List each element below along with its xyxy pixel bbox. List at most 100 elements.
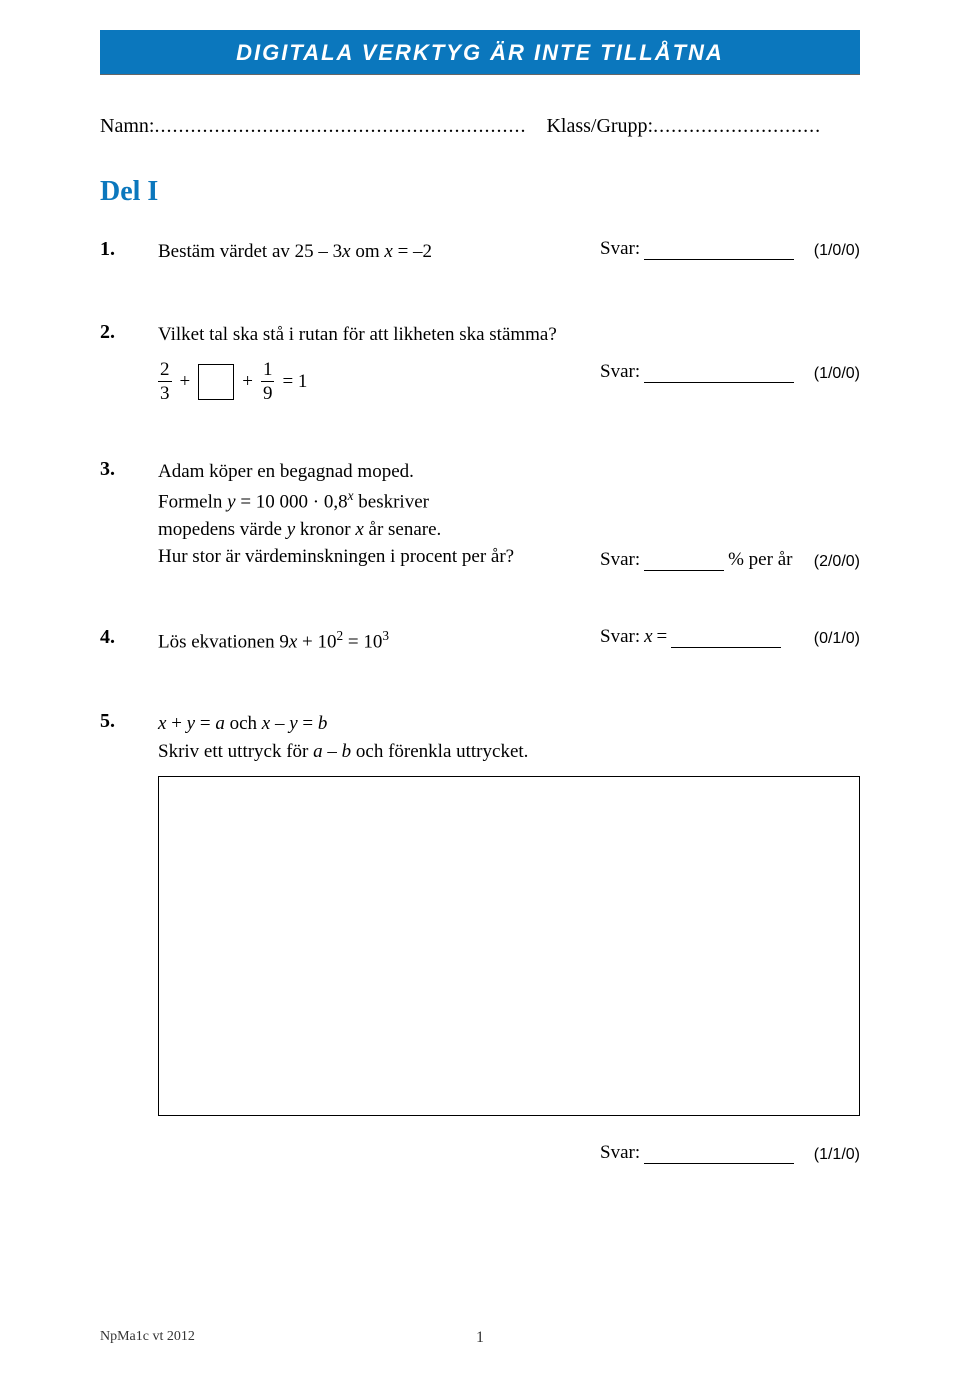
q5-line1: x + y = a och x – y = b — [158, 710, 860, 738]
q1-var-x1: x — [342, 241, 350, 262]
q3-line1: Adam köper en begagnad moped. — [158, 458, 572, 486]
q1-text-a: Bestäm värdet av 25 – 3 — [158, 241, 342, 262]
q3-right: Svar: % per år (2/0/0) — [600, 549, 860, 571]
q3-line3a: mopedens värde — [158, 519, 287, 540]
q2-right: Svar: (1/0/0) — [600, 321, 860, 383]
q3-line2a: Formeln — [158, 491, 227, 512]
q5-l1-g: x — [262, 713, 270, 734]
q1-number: 1. — [100, 238, 130, 261]
question-5: 5. x + y = a och x – y = b Skriv ett utt… — [100, 710, 860, 1131]
q4-right: Svar: x = (0/1/0) — [600, 626, 860, 648]
q5-line2: Skriv ett uttryck för a – b och förenkla… — [158, 738, 860, 766]
q4-xvar: x — [644, 626, 652, 648]
q5-l1-e: a — [215, 713, 225, 734]
q5-l2-d: b — [342, 741, 352, 762]
q3-line2: Formeln y = 10 000 · 0,8x beskriver — [158, 486, 572, 516]
q3-y: y — [227, 491, 235, 512]
q2-plus2: + — [242, 368, 253, 396]
q5-l1-c: y — [187, 713, 195, 734]
q5-l1-i: y — [289, 713, 297, 734]
q2-answer-line[interactable] — [644, 365, 794, 383]
q4-exp2: 3 — [382, 628, 389, 643]
name-label: Namn: — [100, 115, 154, 137]
q5-l1-k: b — [318, 713, 328, 734]
q3-svar-label: Svar: — [600, 549, 640, 571]
q5-l1-b: + — [166, 713, 186, 734]
class-label: Klass/Grupp: — [546, 115, 653, 137]
q3-y2: y — [287, 519, 295, 540]
q1-text-c: = –2 — [393, 241, 432, 262]
footer: NpMa1c vt 2012 1 — [100, 1329, 860, 1345]
q1-answer-line[interactable] — [644, 242, 794, 260]
q1-right: Svar: (1/0/0) — [600, 238, 860, 260]
question-1: 1. Bestäm värdet av 25 – 3x om x = –2 Sv… — [100, 238, 860, 266]
meta-row: Namn:...................................… — [100, 115, 860, 138]
q3-line3c: år senare. — [364, 519, 442, 540]
question-3: 3. Adam köper en begagnad moped. Formeln… — [100, 458, 860, 571]
q3-line3b: kronor — [295, 519, 355, 540]
q1-text-b: om — [351, 241, 385, 262]
q2-svar-label: Svar: — [600, 361, 640, 383]
q1-body: Bestäm värdet av 25 – 3x om x = –2 — [158, 238, 572, 266]
q3-unit: % per år — [728, 549, 792, 571]
q3-line4: Hur stor är värdeminskningen i procent p… — [158, 543, 572, 571]
q3-body: Adam köper en begagnad moped. Formeln y … — [158, 458, 572, 571]
name-dots[interactable]: ........................................… — [154, 115, 526, 137]
q2-number: 2. — [100, 321, 130, 344]
q2-body: Vilket tal ska stå i rutan för att likhe… — [158, 321, 572, 404]
q4-number: 4. — [100, 626, 130, 649]
q1-var-x2: x — [384, 241, 392, 262]
q2-points: (1/0/0) — [814, 365, 860, 383]
q5-l1-j: = — [298, 713, 318, 734]
q4-text-c: = 10 — [343, 631, 382, 652]
q5-right-row: Svar: (1/1/0) — [100, 1142, 860, 1164]
q3-number: 3. — [100, 458, 130, 481]
q3-line3: mopedens värde y kronor x år senare. — [158, 516, 572, 544]
class-dots[interactable]: ............................ — [653, 115, 821, 137]
q5-l1-d: = — [195, 713, 215, 734]
q2-f2-bot: 9 — [261, 382, 275, 403]
q3-points: (2/0/0) — [814, 553, 860, 571]
q3-answer-line[interactable] — [644, 553, 724, 571]
q4-text-a: Lös ekvationen 9 — [158, 631, 289, 652]
q3-x2: x — [355, 519, 363, 540]
q5-work-box[interactable] — [158, 776, 860, 1116]
q5-right: Svar: (1/1/0) — [600, 1142, 860, 1164]
q2-eq: = 1 — [282, 368, 307, 396]
q2-frac2: 1 9 — [261, 360, 275, 403]
q2-f1-top: 2 — [158, 360, 172, 382]
question-2: 2. Vilket tal ska stå i rutan för att li… — [100, 321, 860, 404]
q2-plus1: + — [180, 368, 191, 396]
footer-left: NpMa1c vt 2012 — [100, 1329, 195, 1344]
q2-frac1: 2 3 — [158, 360, 172, 403]
q5-svar-label: Svar: — [600, 1142, 640, 1164]
q4-text-b: + 10 — [297, 631, 336, 652]
q5-body: x + y = a och x – y = b Skriv ett uttryc… — [158, 710, 860, 1131]
page: DIGITALA VERKTYG ÄR INTE TILLÅTNA Namn:.… — [0, 30, 960, 1375]
banner-title: DIGITALA VERKTYG ÄR INTE TILLÅTNA — [100, 30, 860, 75]
q2-f2-top: 1 — [261, 360, 275, 382]
q5-number: 5. — [100, 710, 130, 733]
q5-l2-b: a — [313, 741, 323, 762]
page-number: 1 — [476, 1329, 484, 1347]
question-4: 4. Lös ekvationen 9x + 102 = 103 Svar: x… — [100, 626, 860, 656]
q5-l1-f: och — [225, 713, 262, 734]
section-title: Del I — [100, 176, 860, 208]
q4-answer-line[interactable] — [671, 630, 781, 648]
q2-equation: 2 3 + + 1 9 = 1 — [158, 360, 572, 403]
q1-points: (1/0/0) — [814, 242, 860, 260]
q5-l2-e: och förenkla uttrycket. — [351, 741, 528, 762]
q5-l2-a: Skriv ett uttryck för — [158, 741, 313, 762]
q2-f1-bot: 3 — [158, 382, 172, 403]
q1-svar-label: Svar: — [600, 238, 640, 260]
q3-line2b: beskriver — [354, 491, 429, 512]
q5-l1-h: – — [270, 713, 289, 734]
q5-l2-c: – — [323, 741, 342, 762]
q3-mid: = 10 000 · 0,8 — [236, 491, 348, 512]
q4-svar-label: Svar: — [600, 626, 640, 648]
q4-xeq: = — [657, 626, 668, 648]
q5-answer-line[interactable] — [644, 1146, 794, 1164]
q2-input-box[interactable] — [198, 364, 234, 400]
q4-body: Lös ekvationen 9x + 102 = 103 — [158, 626, 572, 656]
q5-points: (1/1/0) — [814, 1146, 860, 1164]
